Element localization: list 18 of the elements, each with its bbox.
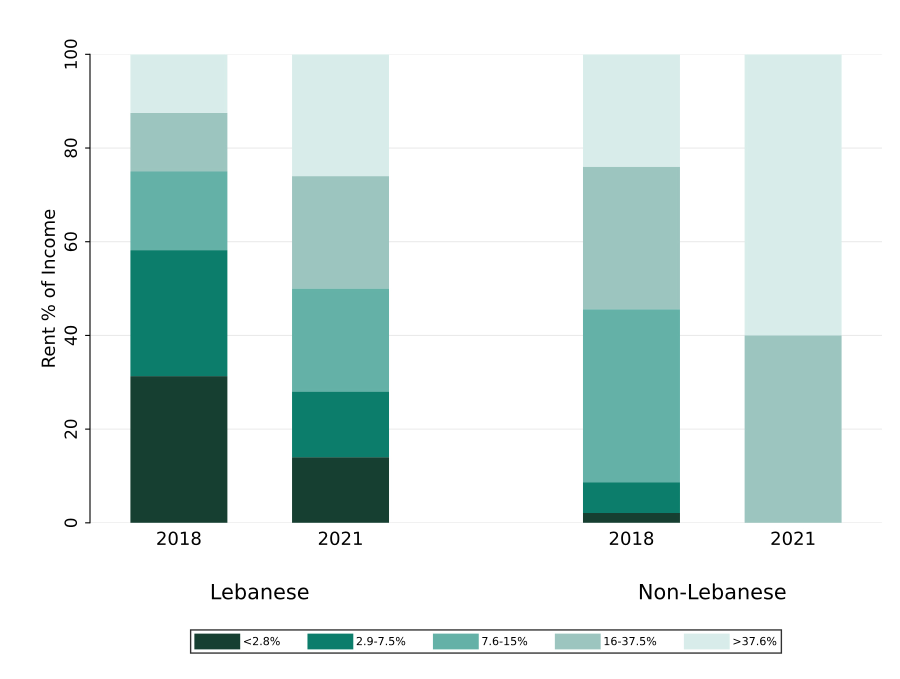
y-tick-label: 0 <box>64 518 78 528</box>
y-axis-title: Rent % of Income <box>41 210 56 367</box>
x-tick-label: 2018 <box>610 531 654 546</box>
y-tick-label: 40 <box>64 326 78 346</box>
x-tick-label: 2018 <box>157 531 201 546</box>
legend-label: 16-37.5% <box>604 636 656 646</box>
legend-label: 7.6-15% <box>482 636 528 646</box>
x-tick-label: 2021 <box>771 531 814 546</box>
legend-label: >37.6% <box>734 636 776 646</box>
legend-label: <2.8% <box>244 636 280 646</box>
y-tick-label: 20 <box>64 420 78 439</box>
x-tick-label: 2021 <box>318 531 362 546</box>
text: Lebanese <box>212 583 308 600</box>
y-tick-label: 100 <box>64 40 78 68</box>
y-tick-label: 80 <box>64 138 78 158</box>
text: Non-Lebanese <box>640 583 786 600</box>
legend-label: 2.9-7.5% <box>356 636 406 646</box>
y-tick-label: 60 <box>64 232 78 252</box>
